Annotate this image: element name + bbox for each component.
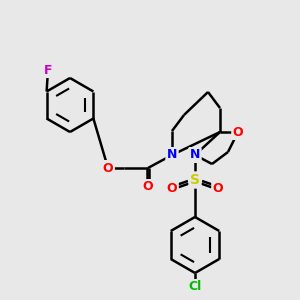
- Text: F: F: [44, 64, 52, 76]
- Text: O: O: [143, 181, 153, 194]
- Text: N: N: [190, 148, 200, 161]
- Text: Cl: Cl: [188, 280, 202, 293]
- Text: O: O: [167, 182, 177, 194]
- Text: O: O: [233, 125, 243, 139]
- Text: N: N: [167, 148, 177, 161]
- Text: S: S: [190, 173, 200, 187]
- Text: O: O: [103, 161, 113, 175]
- Text: O: O: [213, 182, 223, 194]
